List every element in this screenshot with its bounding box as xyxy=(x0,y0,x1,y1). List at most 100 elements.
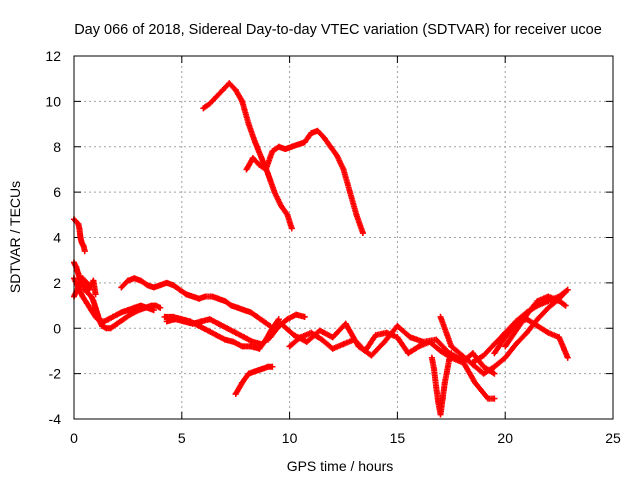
data-point: 19.5, -1.7 xyxy=(491,363,498,370)
data-point: 16.6, -1.3 xyxy=(428,354,435,361)
data-point: 5.5, 0.2 xyxy=(189,320,196,327)
data-point: 10.7, 8.2 xyxy=(301,139,308,146)
x-axis-label: GPS time / hours xyxy=(287,458,394,474)
data-point: 6.7, 1.3 xyxy=(215,295,222,302)
data-point: 6.7, 0.2 xyxy=(215,320,222,327)
data-point: 11.3, 8.7 xyxy=(314,127,321,134)
y-tick-label: 4 xyxy=(53,230,61,246)
data-point: 16, -0.8 xyxy=(416,343,422,350)
data-point: 2.8, 0.9 xyxy=(131,304,138,311)
data-point: 19.5, -3.1 xyxy=(491,395,498,402)
data-point: 17.5, -1.1 xyxy=(448,350,455,357)
data-point: 19.5, -0.7 xyxy=(491,341,498,348)
data-point: 9, -0.5 xyxy=(265,336,271,343)
data-point: 4.9, 1.7 xyxy=(176,286,183,293)
data-point: 11.5, -0.5 xyxy=(318,336,325,343)
data-point: 5.9, 0.3 xyxy=(198,318,205,325)
data-point: 13.5, -1 xyxy=(362,347,369,354)
data-point: 14.4, -0.6 xyxy=(381,338,388,345)
data-point: 2.2, 1.8 xyxy=(118,284,125,291)
x-axis-tick-labels: 0 5 10 15 20 25 xyxy=(70,430,621,446)
data-point: 8.1, 9 xyxy=(245,121,252,128)
data-point: 7.5, -0.2 xyxy=(232,329,239,336)
data-point: 0.9, 1.2 xyxy=(90,298,97,304)
data-point: 6.4, 1.4 xyxy=(209,293,215,300)
data-point: 11, 8.6 xyxy=(308,130,315,137)
data-point: 13.4, 4.2 xyxy=(359,230,366,236)
data-point: 8.6, 7.2 xyxy=(256,161,263,168)
data-point: 16.8, -2.6 xyxy=(433,384,440,391)
x-tick-label: 20 xyxy=(497,430,513,446)
data-point: 0.6, 2 xyxy=(83,279,90,286)
data-point: 6.3, 9.9 xyxy=(206,100,213,107)
data-point: 9.3, 6 xyxy=(271,189,278,196)
data-point: 3.8, 1 xyxy=(152,302,159,309)
data-point: 16.7, -1.8 xyxy=(431,366,438,373)
data-point: 0.7, 1.7 xyxy=(86,286,93,293)
data-series: 0, 4.80.1, 4.70.2, 4.60.25, 4.40.3, 40.3… xyxy=(71,80,571,418)
x-tick-label: 25 xyxy=(605,430,621,446)
data-point: 7, -0.5 xyxy=(221,336,228,343)
data-point: 9.9, 0.4 xyxy=(284,316,291,323)
series-arc-e: 2.2, 1.82.5, 2.12.8, 2.23.1, 2.13.4, 1.9… xyxy=(118,275,274,329)
data-point: 11.9, 8 xyxy=(327,143,334,150)
data-point: 22, -0.2 xyxy=(545,329,552,336)
data-point: 10.8, -0.6 xyxy=(303,338,310,345)
data-point: 0.3, 4 xyxy=(77,234,84,241)
y-tick-label: -2 xyxy=(49,366,62,382)
y-tick-label: -4 xyxy=(49,411,62,427)
data-point: 7.3, 1 xyxy=(228,302,235,309)
data-point: 4.7, 0.4 xyxy=(172,316,179,323)
data-point: 2.2, 0.7 xyxy=(118,309,125,316)
data-point: 4.2, 0.5 xyxy=(161,313,168,320)
data-point: 12.5, -0.7 xyxy=(340,341,347,348)
data-point: 17.2, -2.4 xyxy=(441,379,448,386)
data-point: 6.6, -0.3 xyxy=(213,332,220,339)
data-point: 7.8, 10 xyxy=(239,98,246,105)
data-point: 18, -1.2 xyxy=(459,352,466,359)
y-tick-label: 2 xyxy=(53,275,61,291)
data-point: 9.2, 7.8 xyxy=(269,148,276,155)
data-point: 0.3, 2 xyxy=(77,279,84,286)
data-point: 9.6, 5.4 xyxy=(278,202,284,209)
data-point: 21, -0.2 xyxy=(523,329,530,336)
y-axis-label: SDTVAR / TECUs xyxy=(7,181,23,293)
data-point: 8.9, 7 xyxy=(262,166,269,173)
data-point: 8.2, 0.7 xyxy=(247,309,254,316)
data-point: 22, 1.4 xyxy=(545,293,552,300)
data-point: 10.3, 0.6 xyxy=(293,311,300,318)
data-point: 3.4, 1.9 xyxy=(144,282,151,289)
data-point: 2, 0.6 xyxy=(114,311,121,318)
data-point: 3.7, 1.8 xyxy=(150,284,157,291)
data-point: 6.2, -0.1 xyxy=(204,327,211,334)
data-point: 10.5, -0.4 xyxy=(297,334,304,341)
data-point: 8.7, 7.5 xyxy=(258,155,265,162)
data-point: 3.4, 0.9 xyxy=(144,304,151,311)
data-point: 2.3, 0.4 xyxy=(120,316,127,323)
data-point: 6.6, 10.2 xyxy=(213,93,220,100)
grid xyxy=(74,56,613,419)
data-point: 14.5, -0.2 xyxy=(383,329,390,336)
data-point: 5.2, 1.5 xyxy=(183,291,190,298)
data-point: 22.5, -0.4 xyxy=(556,334,563,341)
data-point: 8.7, -0.7 xyxy=(258,341,265,348)
data-point: 5.5, 1.4 xyxy=(189,293,196,300)
plot-frame xyxy=(73,55,614,420)
data-point: 22.5, 1.2 xyxy=(556,298,563,304)
data-point: 19, -1.2 xyxy=(480,352,487,359)
data-point: 19.2, -3.1 xyxy=(485,395,491,402)
plus-marks xyxy=(200,80,295,232)
data-point: 9, 6.8 xyxy=(265,171,271,177)
data-point: 21, 0.6 xyxy=(523,311,530,318)
data-point: 15.6, -0.4 xyxy=(407,334,414,341)
data-point: 10.2, -0.3 xyxy=(290,332,297,339)
data-point: 12.8, 6 xyxy=(347,189,353,196)
data-point: 3.7, 0.8 xyxy=(150,307,157,314)
data-point: 0.5, 3.4 xyxy=(81,248,88,255)
data-point: 3.1, 1 xyxy=(137,302,144,309)
data-point: 16.9, -3.3 xyxy=(435,400,442,407)
data-point: 8.3, 7.5 xyxy=(249,155,256,162)
data-point: 22.8, 1 xyxy=(562,302,569,309)
data-point: 19.5, -2 xyxy=(491,370,498,377)
